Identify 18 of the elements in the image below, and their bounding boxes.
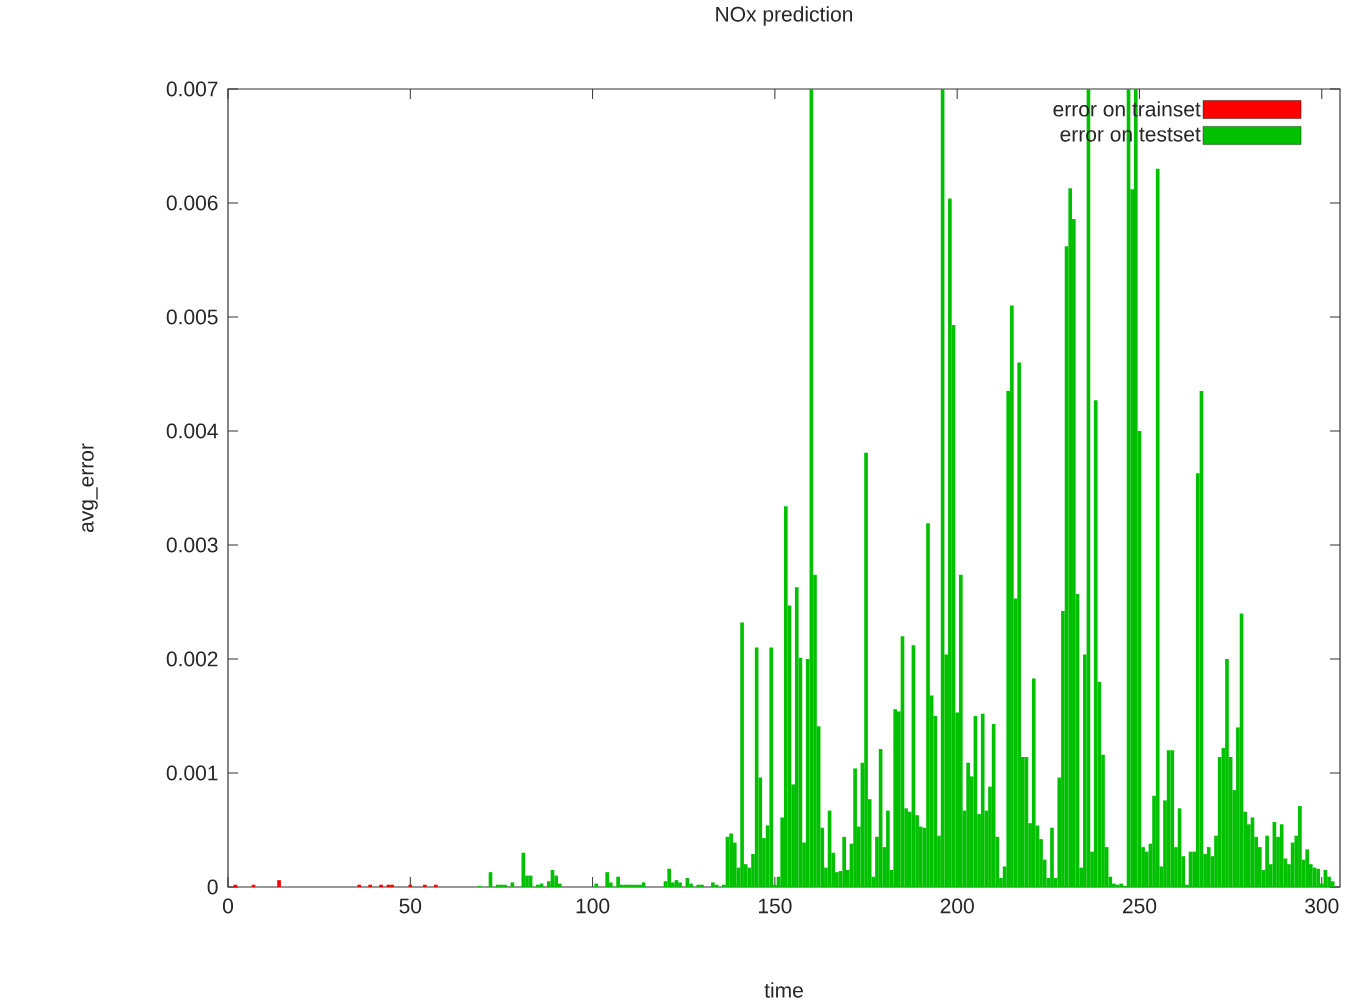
y-tick-label: 0.006 [166,195,218,211]
y-tick-label: 0.001 [166,765,218,781]
y-axis-title: avg_error [82,443,98,533]
y-tick-label: 0.004 [166,423,218,439]
y-tick-label: 0 [207,879,218,895]
y-tick-label: 0.005 [166,309,218,325]
chart-title: NOx prediction [716,6,853,26]
x-tick-label: 150 [758,898,792,914]
x-tick-label: 100 [576,898,610,914]
x-tick-label: 0 [222,898,234,914]
y-tick-label: 0.002 [166,651,218,667]
x-tick-label: 300 [1305,898,1339,914]
y-tick-label: 0.007 [166,81,218,97]
x-tick-label: 200 [940,898,974,914]
x-tick-label: 50 [399,898,422,914]
x-tick-label: 250 [1123,898,1157,914]
y-tick-label: 0.003 [166,537,218,553]
x-axis-title: time [764,982,803,998]
